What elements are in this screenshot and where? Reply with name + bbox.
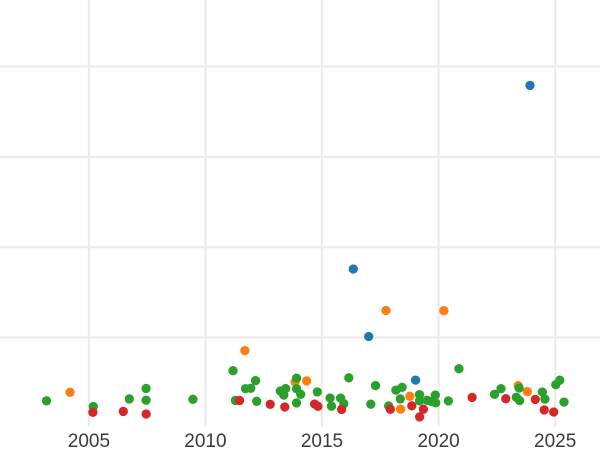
svg-text:2015: 2015 <box>301 431 343 450</box>
svg-text:2010: 2010 <box>184 431 226 450</box>
svg-text:2020: 2020 <box>417 431 459 450</box>
svg-text:2025: 2025 <box>534 431 576 450</box>
svg-text:2005: 2005 <box>68 431 110 450</box>
